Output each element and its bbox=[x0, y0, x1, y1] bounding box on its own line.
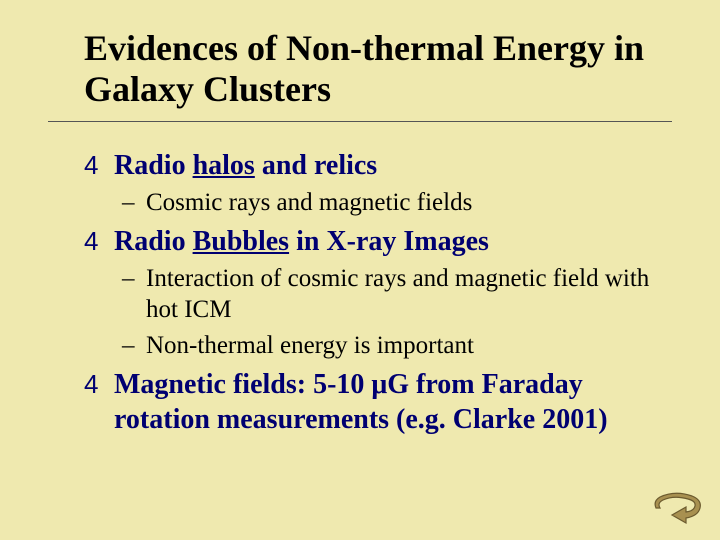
slide-content: 4 Radio halos and relics – Cosmic rays a… bbox=[48, 148, 672, 437]
sub-bullet: – Cosmic rays and magnetic fields bbox=[84, 187, 672, 218]
sub-bullet: – Non-thermal energy is important bbox=[84, 330, 672, 361]
dash-icon: – bbox=[122, 187, 138, 218]
slide-title: Evidences of Non-thermal Energy in Galax… bbox=[48, 28, 672, 122]
bullet-post: and relics bbox=[255, 150, 377, 181]
dash-icon: – bbox=[122, 263, 138, 294]
bullet-magnetic-fields: 4 Magnetic fields: 5-10 μG from Faraday … bbox=[84, 367, 672, 437]
bullet-text: Radio Bubbles in X-ray Images bbox=[114, 224, 672, 259]
return-arrow-icon bbox=[650, 488, 704, 526]
bullet-underlined: Bubbles bbox=[193, 226, 290, 257]
bullet-pre: Radio bbox=[114, 226, 193, 257]
bullet-pre: Radio bbox=[114, 150, 193, 181]
check-bullet-icon: 4 bbox=[84, 225, 106, 258]
dash-icon: – bbox=[122, 330, 138, 361]
bullet-radio-halos: 4 Radio halos and relics bbox=[84, 148, 672, 183]
slide: Evidences of Non-thermal Energy in Galax… bbox=[0, 0, 720, 540]
bullet-radio-bubbles: 4 Radio Bubbles in X-ray Images bbox=[84, 224, 672, 259]
sub-text: Interaction of cosmic rays and magnetic … bbox=[146, 263, 672, 326]
sub-text: Non-thermal energy is important bbox=[146, 330, 672, 361]
sub-bullet: – Interaction of cosmic rays and magneti… bbox=[84, 263, 672, 326]
check-bullet-icon: 4 bbox=[84, 368, 106, 401]
bullet-post: in X-ray Images bbox=[289, 226, 489, 257]
check-bullet-icon: 4 bbox=[84, 149, 106, 182]
bullet-text: Magnetic fields: 5-10 μG from Faraday ro… bbox=[114, 367, 672, 437]
bullet-underlined: halos bbox=[193, 150, 255, 181]
bullet-text: Radio halos and relics bbox=[114, 148, 672, 183]
sub-text: Cosmic rays and magnetic fields bbox=[146, 187, 672, 218]
